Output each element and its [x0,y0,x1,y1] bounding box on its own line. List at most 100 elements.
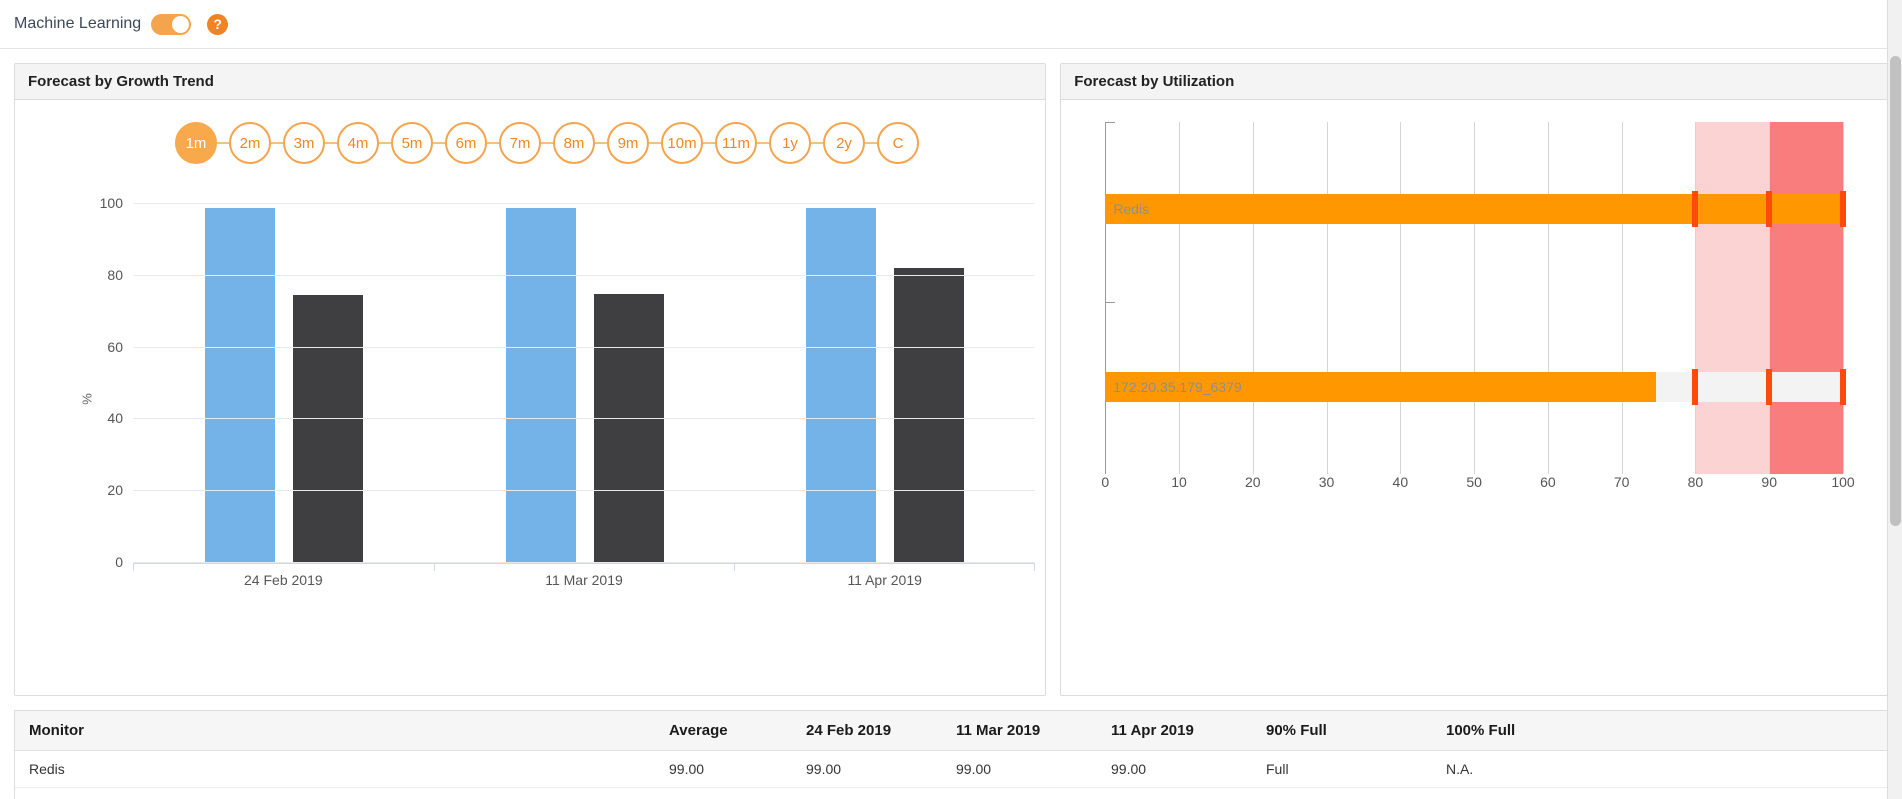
scrollbar-thumb[interactable] [1890,56,1901,526]
bullet-fill [1105,194,1843,224]
growth-panel-title: Forecast by Growth Trend [15,64,1046,100]
range-pill-8m[interactable]: 8m [553,122,595,164]
machine-learning-toggle[interactable] [151,13,192,35]
cell-monitor: Redis [15,750,655,788]
cell-date-1: 74.70 [792,787,942,799]
utilization-y-axis [1105,122,1107,474]
x-axis-tick-labels: 24 Feb 2019 11 Mar 2019 11 Apr 2019 [133,564,1035,594]
x-gridline [1695,122,1697,474]
range-pill-3m[interactable]: 3m [283,122,325,164]
panels-row: Forecast by Growth Trend 1m 2m 3m 4m 5m 6m 7m 8… [0,49,1902,696]
bullet-threshold-marker [1692,191,1699,227]
y-axis-tick-label: 80 [107,266,123,283]
table-row[interactable]: Redis 99.00 99.00 99.00 99.00 Full N.A. [15,750,1887,788]
column-header-date-1[interactable]: 24 Feb 2019 [792,711,942,751]
cell-date-3: 99.00 [1097,750,1252,788]
x-gridline [1179,122,1180,474]
panel-forecast-by-growth-trend: Forecast by Growth Trend 1m 2m 3m 4m 5m 6m 7m 8… [14,63,1047,696]
x-gridline [1400,122,1402,474]
utilization-x-axis-ticks: 0 10 20 30 40 50 60 70 80 90 100 [1101,474,1854,502]
column-header-90-full[interactable]: 90% Full [1252,711,1432,751]
bar-groups [133,204,1035,563]
column-header-monitor[interactable]: Monitor [15,711,655,751]
table-body: Redis 99.00 99.00 99.00 99.00 Full N.A. … [15,750,1887,799]
y-gridline: 60 [107,339,1035,355]
cell-date-3: 82.05 [1097,787,1252,799]
utilization-x-tick-label: 80 [1687,474,1704,490]
range-pill-C[interactable]: C [877,122,919,164]
pill-separator [865,142,877,144]
utilization-x-tick-label: 30 [1318,474,1335,490]
y-axis-tick-label: 0 [115,554,123,570]
utilization-bullet-row[interactable]: Redis [1105,191,1846,227]
utilization-bullet-row[interactable]: 172.20.35.179_6379 [1105,369,1846,405]
cell-90-full: 11 May 2019 [1252,787,1432,799]
range-pill-4m[interactable]: 4m [337,122,379,164]
range-pill-2m[interactable]: 2m [229,122,271,164]
monitor-table-container: Monitor Average 24 Feb 2019 11 Mar 2019 … [14,710,1888,799]
bullet-label: Redis [1113,201,1150,217]
column-header-date-2[interactable]: 11 Mar 2019 [942,711,1097,751]
cell-date-1: 99.00 [792,750,942,788]
bar-actual[interactable] [292,294,363,563]
pill-separator [433,142,445,144]
column-header-average[interactable]: Average [655,711,792,751]
table-header: Monitor Average 24 Feb 2019 11 Mar 2019 … [15,711,1887,751]
cell-100-full: 21 Jun 2019 [1432,787,1887,799]
cell-average: 99.00 [655,750,792,788]
bullet-threshold-marker [1840,191,1846,227]
help-icon[interactable]: ? [207,13,229,35]
y-axis-title: % [79,393,95,405]
utilization-x-tick-label: 0 [1101,474,1110,490]
column-header-date-3[interactable]: 11 Apr 2019 [1097,711,1252,751]
range-pill-7m[interactable]: 7m [499,122,541,164]
x-gridline [1843,122,1844,474]
y-gridline: 0 [115,554,1035,570]
bar-actual[interactable] [894,268,965,563]
bar-group [133,204,434,563]
bar-forecast[interactable] [204,207,275,563]
pill-separator [703,142,715,144]
range-pill-2y[interactable]: 2y [823,122,865,164]
utilization-x-tick-label: 90 [1761,474,1778,490]
bar-forecast[interactable] [806,207,877,563]
growth-plot-area: 0 20 40 60 80 100 [100,195,1035,570]
y-gridline: 80 [107,267,1035,283]
pill-separator [217,142,229,144]
y-axis-tick-label: 100 [99,195,123,211]
utilization-band-critical [1769,122,1843,474]
y-axis-cap-bottom [1105,302,1116,303]
x-gridline [1547,122,1549,474]
range-pill-1m[interactable]: 1m [175,122,217,164]
utilization-plot-area: Redis 172.20.35.179_6379 [1105,122,1846,474]
range-pill-1y[interactable]: 1y [769,122,811,164]
bar-forecast[interactable] [505,207,576,563]
range-pill-11m[interactable]: 11m [715,122,757,164]
bar-actual[interactable] [593,293,664,563]
machine-learning-label: Machine Learning [14,15,142,32]
table-row[interactable]: 172.20.35.179_6379 74.59 74.70 75.00 82.… [15,787,1887,799]
utilization-x-tick-label: 20 [1244,474,1261,490]
x-gridline [1621,122,1623,474]
pill-separator [541,142,553,144]
y-axis-tick-label: 60 [107,338,123,355]
y-axis-tick-label: 20 [107,482,123,499]
cell-100-full: N.A. [1432,750,1887,788]
range-pill-6m[interactable]: 6m [445,122,487,164]
pill-separator [595,142,607,144]
column-header-100-full[interactable]: 100% Full [1432,711,1887,751]
range-pill-5m[interactable]: 5m [391,122,433,164]
toggle-knob [172,15,190,33]
x-gridline [1252,122,1254,474]
range-selector[interactable]: 1m 2m 3m 4m 5m 6m 7m 8m 9m 10m 11m 1y 2y C [15,100,1045,164]
pill-separator [379,142,391,144]
range-pill-10m[interactable]: 10m [661,122,703,164]
y-gridline: 40 [107,410,1035,426]
page-scrollbar[interactable] [1887,0,1902,799]
bar-group [434,204,735,563]
range-pill-9m[interactable]: 9m [607,122,649,164]
growth-panel-body: 1m 2m 3m 4m 5m 6m 7m 8m 9m 10m 11m 1y 2y C % 0 20 40 60 8… [15,100,1046,695]
utilization-x-tick-label: 10 [1171,474,1187,490]
cell-monitor: 172.20.35.179_6379 [15,787,655,799]
page-content: Forecast by Growth Trend 1m 2m 3m 4m 5m 6m 7m 8… [0,49,1902,799]
